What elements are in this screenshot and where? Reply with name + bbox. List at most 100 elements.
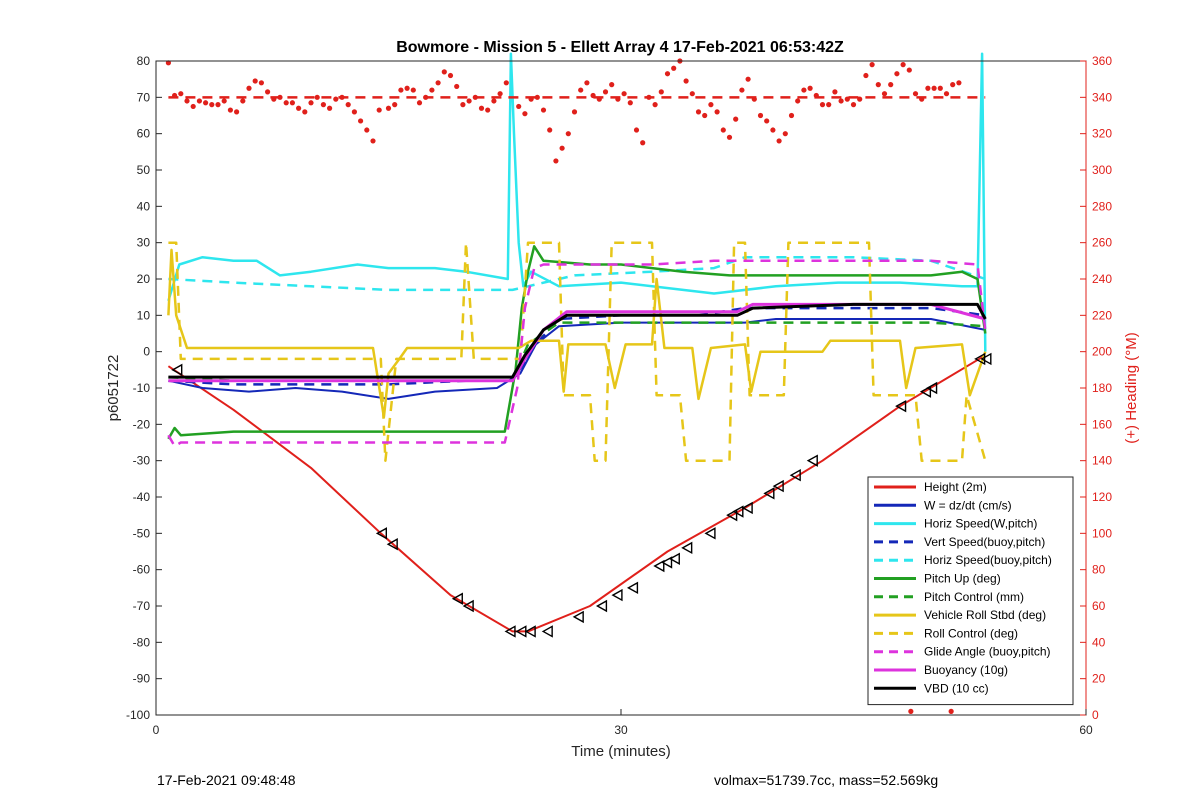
- surface-marker: [626, 581, 639, 595]
- heading-point: [370, 138, 376, 144]
- heading-point: [689, 91, 695, 97]
- heading-point: [664, 71, 671, 77]
- legend-label: W = dz/dt (cm/s): [924, 498, 1012, 512]
- x-axis-label: Time (minutes): [571, 743, 670, 760]
- heading-point: [826, 102, 832, 108]
- heading-point: [937, 85, 943, 91]
- surface-marker: [726, 508, 738, 522]
- heading-point: [627, 100, 633, 106]
- surface-marker: [919, 385, 932, 398]
- y-axis-label: p6051722: [105, 355, 122, 422]
- x-tick-label: 0: [153, 723, 160, 737]
- surface-marker: [386, 538, 398, 551]
- surface-marker: [653, 559, 665, 573]
- heading-point: [234, 109, 240, 115]
- y2-tick-label: 360: [1092, 54, 1112, 68]
- heading-point: [708, 102, 714, 108]
- heading-point: [221, 98, 227, 104]
- heading-point: [454, 83, 460, 90]
- series-layer: [167, 52, 987, 633]
- series-line-roll-8: [168, 241, 987, 462]
- series-line-roll-7: [167, 248, 987, 419]
- heading-point: [683, 78, 689, 84]
- heading-point: [240, 98, 246, 104]
- heading-point: [609, 82, 615, 88]
- surface-marker: [611, 588, 623, 602]
- y2-tick-label: 100: [1092, 526, 1112, 540]
- y2-tick-label: 300: [1092, 163, 1112, 177]
- heading-point: [345, 102, 351, 108]
- heading-point: [516, 103, 522, 110]
- y2-tick-label: 0: [1092, 708, 1099, 722]
- x-tick-label: 60: [1079, 723, 1093, 737]
- heading-point: [376, 107, 382, 113]
- heading-point: [172, 92, 178, 99]
- heading-point: [695, 109, 702, 115]
- heading-point: [788, 112, 795, 119]
- legend-label: Buoyancy (10g): [924, 663, 1008, 677]
- surface-marker: [926, 381, 938, 395]
- heading-point: [466, 98, 472, 104]
- heading-point: [658, 89, 664, 95]
- heading-point: [327, 105, 333, 111]
- heading-point: [351, 109, 357, 115]
- heading-point: [265, 89, 271, 95]
- y2-tick-label: 140: [1092, 454, 1112, 468]
- heading-point: [813, 92, 819, 99]
- heading-point: [547, 127, 553, 133]
- heading-point: [850, 102, 857, 108]
- heading-point: [410, 87, 416, 93]
- heading-point: [258, 80, 264, 86]
- heading-point: [339, 94, 345, 100]
- y2-tick-label: 180: [1092, 381, 1112, 395]
- heading-point: [441, 69, 447, 75]
- heading-point: [178, 91, 184, 97]
- legend: Height (2m) W = dz/dt (cm/s) Horiz Speed(W…: [867, 476, 1074, 706]
- heading-point: [857, 96, 863, 102]
- surface-marker: [668, 552, 680, 565]
- heading-point: [571, 109, 578, 115]
- heading-point: [646, 94, 652, 100]
- footer-timestamp: 17-Feb-2021 09:48:48: [157, 772, 296, 788]
- heading-point: [534, 94, 540, 100]
- heading-point: [652, 102, 658, 108]
- heading-point: [925, 85, 931, 91]
- heading-point: [950, 82, 956, 88]
- heading-point: [203, 100, 209, 106]
- heading-point: [807, 85, 813, 91]
- heading-point: [640, 140, 646, 146]
- heading-point: [776, 138, 782, 144]
- y-tick-label: 60: [137, 127, 151, 141]
- heading-point: [416, 100, 423, 106]
- legend-label: Horiz Speed(W,pitch): [924, 517, 1037, 531]
- heading-point: [472, 94, 478, 100]
- heading-point: [423, 94, 429, 100]
- heading-point: [252, 78, 258, 84]
- heading-point: [196, 98, 202, 104]
- heading-point: [277, 94, 283, 100]
- y2-tick-label: 20: [1092, 672, 1106, 686]
- heading-point: [908, 708, 914, 714]
- legend-label: Vert Speed(buoy,pitch): [924, 535, 1045, 549]
- y2-tick-label: 80: [1092, 563, 1106, 577]
- heading-point: [832, 89, 838, 95]
- heading-point: [801, 87, 807, 93]
- legend-label: Horiz Speed(buoy,pitch): [924, 553, 1052, 567]
- y2-tick-label: 220: [1092, 308, 1112, 322]
- heading-point: [863, 72, 869, 79]
- surface-marker: [681, 541, 693, 555]
- legend-label: Pitch Up (deg): [924, 572, 1001, 586]
- y-tick-label: 10: [137, 308, 151, 322]
- heading-point: [559, 145, 565, 151]
- heading-point: [497, 91, 503, 97]
- y2-tick-label: 320: [1092, 127, 1112, 141]
- heading-point: [553, 158, 559, 164]
- heading-point: [565, 131, 571, 137]
- legend-label: Roll Control (deg): [924, 626, 1018, 640]
- heading-point: [215, 102, 221, 108]
- surface-marker: [895, 399, 907, 413]
- x-tick-label: 30: [614, 723, 628, 737]
- heading-point: [302, 109, 308, 115]
- left-axis: 80 70 60 50 40 30 20 10 0 -10 -20 -30 -40 -50 -60 -70 -8…: [126, 54, 162, 722]
- heading-point: [392, 102, 398, 108]
